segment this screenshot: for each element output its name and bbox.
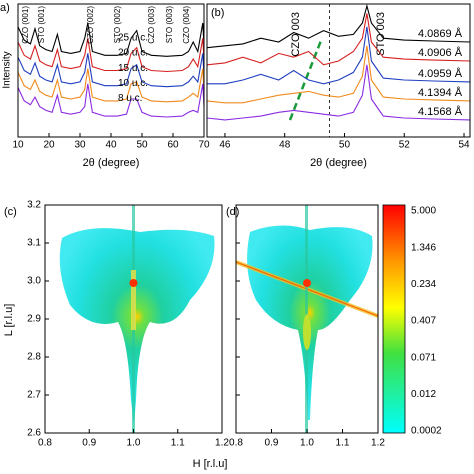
x-tick-label: 0.9: [265, 438, 279, 449]
plot-frame: [235, 204, 379, 434]
series-label: 4.0869 Å: [418, 27, 463, 40]
panel-label: (b): [211, 7, 224, 19]
x-tick-label: 48: [279, 140, 291, 151]
x-tick-label: 0.8: [229, 438, 243, 449]
series-label: 4.0959 Å: [418, 67, 463, 80]
x-tick-label: 60: [167, 140, 179, 151]
series-label: 10 u.c.: [118, 78, 148, 89]
x-tick-label: 30: [74, 140, 86, 151]
colorbar-label: 0.071: [411, 352, 436, 363]
x-tick-label: 1.0: [127, 438, 141, 449]
x-tick-label: 1.2: [215, 438, 229, 449]
x-tick-label: 0.8: [38, 438, 52, 449]
plot-frame: [44, 204, 223, 434]
series-label: 4.0906 Å: [418, 46, 463, 59]
peak-label: STO 003: [375, 12, 387, 56]
panel-label: (d): [226, 206, 239, 218]
series-label: 4.1394 Å: [418, 86, 463, 99]
y-axis-label: L [r.l.u]: [3, 304, 15, 337]
x-tick-label: 1.1: [336, 438, 350, 449]
peak-label: CZO (004): [182, 6, 191, 44]
peak-label: STO (001): [37, 6, 46, 44]
series-label: 25 u.c.: [118, 32, 148, 43]
x-axis-label: 2θ (degree): [83, 157, 140, 169]
y-tick-label: 3.0: [27, 276, 41, 287]
data-line: [206, 13, 471, 66]
guide-line: [288, 37, 324, 121]
x-tick-label: 20: [43, 140, 55, 151]
y-tick-label: 2.9: [27, 314, 41, 325]
x-tick-label: 1.2: [371, 438, 385, 449]
x-tick-label: 54: [458, 140, 470, 151]
plot-frame: [206, 3, 471, 138]
series-label: 20 u.c.: [118, 48, 148, 59]
x-tick-label: 70: [198, 140, 210, 151]
plot-frame: [17, 3, 205, 138]
data-line: [17, 83, 205, 118]
data-line: [206, 64, 471, 121]
data-line: [17, 53, 205, 88]
colorbar-label: 0.407: [411, 316, 436, 327]
data-line: [17, 68, 205, 103]
colorbar-label: 1.346: [411, 242, 436, 253]
peak-label: CZO (003): [147, 6, 156, 44]
y-tick-label: 3.2: [27, 200, 41, 211]
panel-label: (c): [4, 206, 17, 218]
map-c: [59, 205, 215, 433]
y-tick-label: 3.1: [27, 238, 41, 249]
y-tick-label: 2.7: [27, 390, 41, 401]
x-tick-label: 52: [399, 140, 411, 151]
peak-label: STO (002): [113, 6, 122, 44]
colorbar-label: 5.000: [411, 206, 436, 217]
series-label: 8 u.c.: [118, 93, 142, 104]
x-tick-label: 1.0: [300, 438, 314, 449]
x-tick-label: 50: [339, 140, 351, 151]
y-tick-label: 2.8: [27, 352, 41, 363]
x-tick-label: 40: [105, 140, 117, 151]
data-line: [17, 38, 205, 73]
series-label: 4.1568 Å: [418, 105, 463, 118]
y-tick-label: 2.6: [27, 428, 41, 439]
x-axis-label: H [r.l.u]: [193, 458, 228, 470]
peak-label: CZO (002): [86, 6, 95, 44]
x-tick-label: 10: [12, 140, 24, 151]
data-line: [17, 22, 205, 57]
y-axis-label: Intensity: [2, 51, 13, 88]
data-line: [207, 26, 471, 85]
peak-label: STO (003): [165, 6, 174, 44]
x-tick-label: 0.9: [82, 438, 96, 449]
x-axis-label: 2θ (degree): [310, 157, 367, 169]
colorbar: [382, 204, 406, 434]
panel-label: a): [0, 2, 10, 14]
peak-label: CZO (001): [21, 6, 30, 44]
colorbar-label: 0.234: [411, 279, 436, 290]
x-tick-label: 1.1: [171, 438, 185, 449]
series-label: 15 u.c.: [118, 63, 148, 74]
data-line: [206, 3, 471, 49]
colorbar-label: 0.012: [411, 389, 436, 400]
colorbar-label: 0.0002: [411, 426, 442, 437]
x-tick-label: 46: [219, 140, 231, 151]
map-d: [235, 205, 379, 433]
peak-label: CZO 003: [290, 12, 302, 57]
data-line: [206, 45, 471, 104]
x-tick-label: 50: [136, 140, 148, 151]
